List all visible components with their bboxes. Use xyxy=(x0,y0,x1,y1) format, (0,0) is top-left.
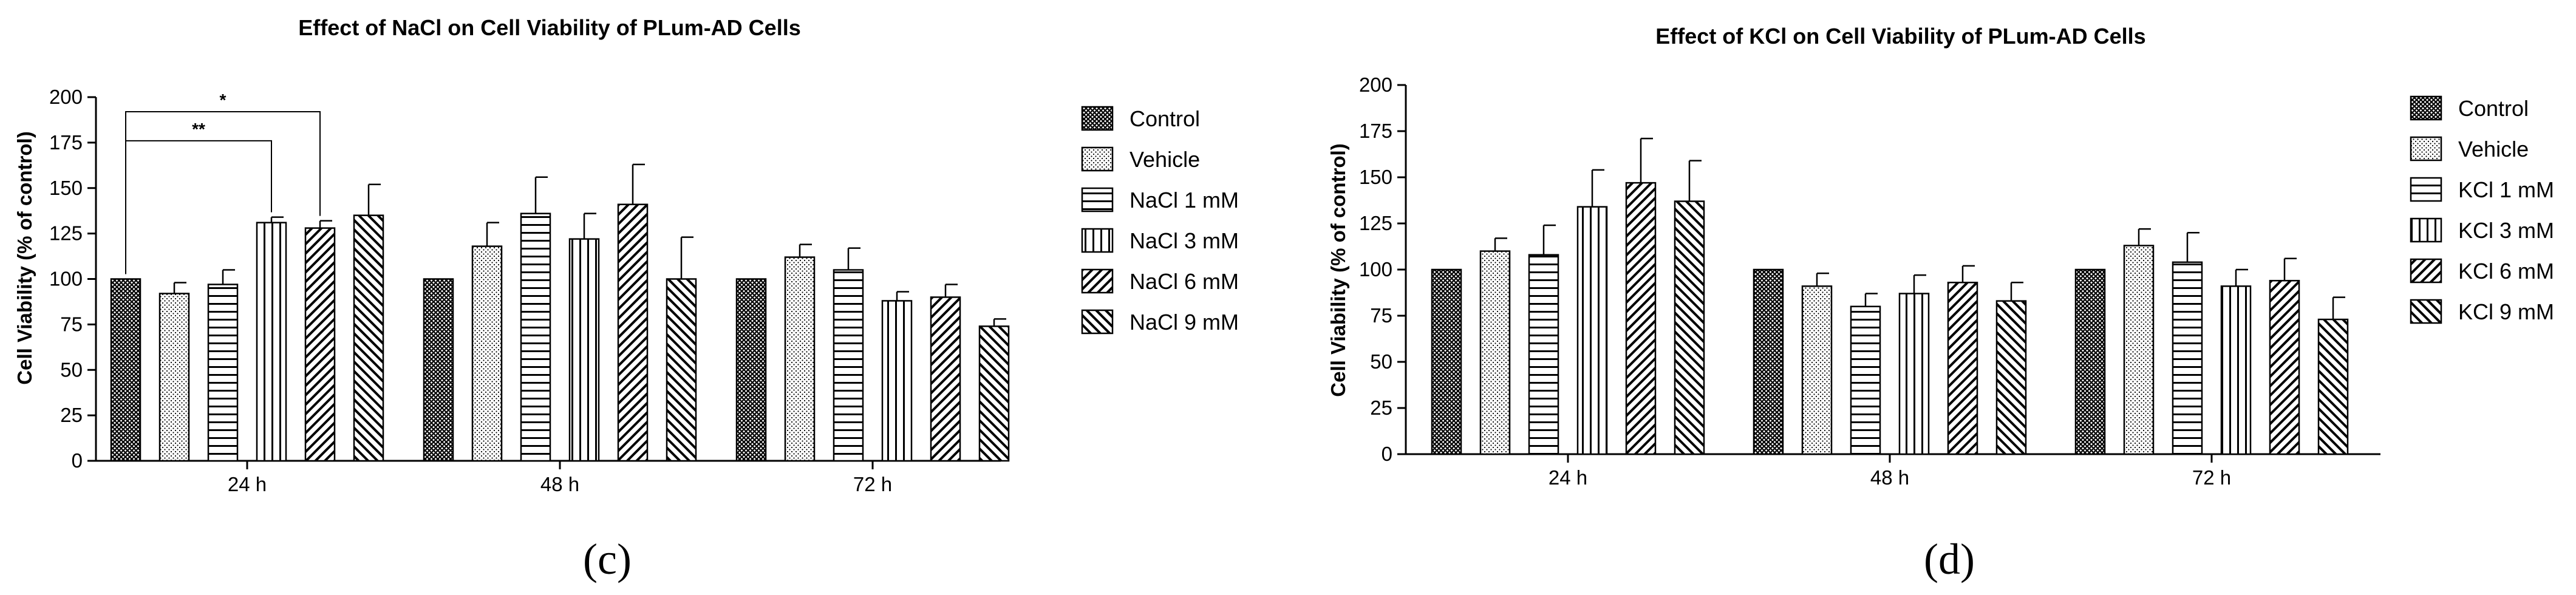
bar xyxy=(617,203,649,462)
y-tick-label: 0 xyxy=(1382,443,1392,465)
legend-label: Vehicle xyxy=(2458,137,2529,162)
bar xyxy=(930,296,961,462)
bar xyxy=(423,278,454,462)
legend-label: Control xyxy=(1130,106,1200,131)
legend-swatch xyxy=(2410,177,2442,202)
bar xyxy=(978,325,1010,462)
y-tick-label: 100 xyxy=(49,268,83,290)
y-tick-label: 150 xyxy=(49,177,83,199)
legend-swatch xyxy=(1081,228,1114,253)
bar xyxy=(207,284,239,462)
bar xyxy=(1995,300,2027,455)
bar xyxy=(304,227,336,462)
bar xyxy=(833,269,864,462)
bar xyxy=(2123,245,2155,455)
y-tick-label: 200 xyxy=(1359,73,1392,96)
legend-swatch xyxy=(2410,136,2442,162)
y-tick-label: 125 xyxy=(49,222,83,245)
bar xyxy=(2269,279,2300,455)
bar xyxy=(471,245,503,462)
x-tick-label: 72 h xyxy=(2192,466,2231,489)
x-tick-label: 48 h xyxy=(540,473,579,495)
legend-swatch xyxy=(2410,258,2442,284)
significance-bracket xyxy=(125,140,272,274)
bar xyxy=(2172,261,2203,455)
chart-c-panel-label: (c) xyxy=(583,535,632,583)
x-tick-label: 24 h xyxy=(228,473,267,495)
legend-swatch xyxy=(1081,309,1114,335)
chart-c-ylabel: Cell Viability (% of control) xyxy=(13,131,36,384)
bar xyxy=(1947,282,1978,455)
legend-swatch xyxy=(1081,146,1114,172)
y-tick-label: 50 xyxy=(60,358,83,381)
legend-label: Vehicle xyxy=(1130,147,1200,172)
bar xyxy=(1898,293,1930,455)
significance-label: * xyxy=(220,90,227,109)
bar xyxy=(735,278,767,462)
chart-c-title: Effect of NaCl on Cell Viability of PLum… xyxy=(298,15,800,40)
bar xyxy=(1850,305,1881,455)
bar xyxy=(784,256,816,462)
legend-label: NaCl 6 mM xyxy=(1130,269,1239,294)
bar xyxy=(1431,268,1462,455)
significance-label: ** xyxy=(192,120,205,138)
bar xyxy=(520,212,551,462)
legend-swatch xyxy=(1081,187,1114,212)
chart-d: 0 25 50 75 100 125 150 175 200 24 h 48 h 72 h Contro… xyxy=(1359,73,2554,489)
legend-label: NaCl 1 mM xyxy=(1130,188,1239,212)
bar xyxy=(2074,268,2106,455)
legend-label: KCl 9 mM xyxy=(2458,299,2554,324)
chart-d-title: Effect of KCl on Cell Viability of PLum-… xyxy=(1655,24,2145,49)
y-tick-label: 100 xyxy=(1359,258,1392,280)
bar xyxy=(110,278,141,462)
legend-swatch xyxy=(2410,299,2442,324)
legend-label: NaCl 9 mM xyxy=(1130,310,1239,335)
chart-d-panel-label: (d) xyxy=(1924,535,1975,583)
bar xyxy=(1801,285,1833,455)
legend-label: KCl 3 mM xyxy=(2458,218,2554,243)
y-tick-label: 50 xyxy=(1370,350,1392,373)
legend-swatch xyxy=(2410,217,2442,243)
y-tick-label: 125 xyxy=(1359,212,1392,234)
significance-bracket xyxy=(125,110,321,274)
x-tick-label: 24 h xyxy=(1549,466,1587,489)
x-tick-label: 48 h xyxy=(1870,466,1909,489)
bar xyxy=(2220,285,2252,455)
y-tick-label: 25 xyxy=(1370,396,1392,419)
bar xyxy=(1674,200,1705,455)
bar xyxy=(881,300,913,462)
bar xyxy=(1576,206,1608,455)
y-tick-label: 75 xyxy=(60,313,83,335)
bar xyxy=(1528,254,1559,455)
legend-swatch xyxy=(2410,95,2442,121)
legend-label: Control xyxy=(2458,96,2529,121)
legend-swatch xyxy=(1081,268,1114,294)
legend-label: KCl 6 mM xyxy=(2458,259,2554,284)
bar xyxy=(2317,318,2349,455)
bar xyxy=(666,278,697,462)
x-tick-label: 72 h xyxy=(853,473,892,495)
bar xyxy=(353,214,384,462)
bar xyxy=(1479,250,1511,455)
legend-label: KCl 1 mM xyxy=(2458,177,2554,202)
y-tick-label: 200 xyxy=(49,86,83,108)
y-tick-label: 25 xyxy=(60,404,83,426)
y-tick-label: 75 xyxy=(1370,304,1392,327)
bar xyxy=(568,238,600,462)
y-tick-label: 175 xyxy=(1359,120,1392,142)
y-tick-label: 175 xyxy=(49,131,83,154)
bar xyxy=(158,293,190,462)
legend-label: NaCl 3 mM xyxy=(1130,228,1239,253)
bar xyxy=(1753,268,1784,455)
bar xyxy=(1625,182,1657,455)
bar xyxy=(256,222,287,462)
chart-d-ylabel: Cell Viability (% of control) xyxy=(1327,143,1349,396)
y-tick-label: 150 xyxy=(1359,166,1392,188)
legend-swatch xyxy=(1081,106,1114,131)
y-tick-label: 0 xyxy=(72,449,83,472)
